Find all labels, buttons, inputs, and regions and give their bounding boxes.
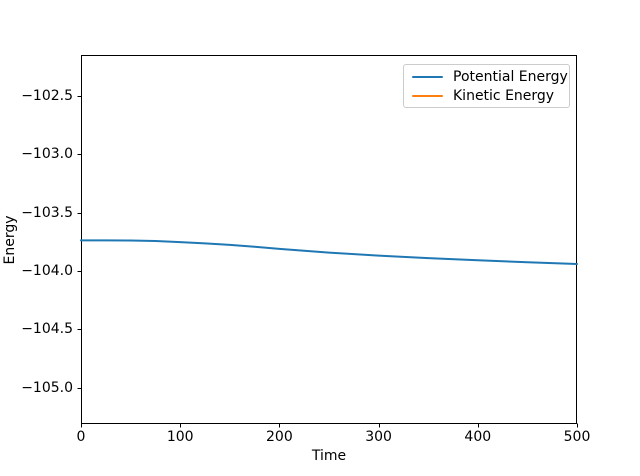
y-tick-label: −102.5 bbox=[21, 87, 73, 104]
legend-item-potential-energy: Potential Energy bbox=[412, 69, 568, 85]
y-axis-label: Energy bbox=[2, 215, 18, 265]
x-tick-label: 0 bbox=[76, 429, 86, 445]
y-tick-label: −103.5 bbox=[21, 204, 73, 221]
x-tick-label: 200 bbox=[266, 429, 293, 445]
legend-item-kinetic-energy: Kinetic Energy bbox=[412, 88, 561, 104]
y-tick-label: −103.0 bbox=[21, 146, 73, 163]
legend-line-sample-potential-energy bbox=[412, 75, 443, 78]
x-axis-label: Time bbox=[311, 448, 347, 464]
legend-label-potential-energy: Potential Energy bbox=[453, 68, 568, 85]
series-line-potential-energy bbox=[80, 239, 578, 266]
x-tick-label: 500 bbox=[563, 429, 591, 445]
y-tick-label: −104.5 bbox=[21, 321, 73, 338]
y-tick-label: −104.0 bbox=[21, 263, 73, 280]
legend-label-kinetic-energy: Kinetic Energy bbox=[453, 87, 555, 104]
y-tick-label: −105.0 bbox=[21, 379, 73, 396]
axes-frame bbox=[81, 55, 577, 424]
legend: Potential Energy Kinetic Energy bbox=[403, 64, 570, 108]
x-tick-label: 400 bbox=[464, 429, 492, 445]
legend-line-sample-kinetic-energy bbox=[412, 94, 443, 97]
x-tick-label: 300 bbox=[365, 429, 392, 445]
x-tick-label: 100 bbox=[166, 429, 194, 445]
